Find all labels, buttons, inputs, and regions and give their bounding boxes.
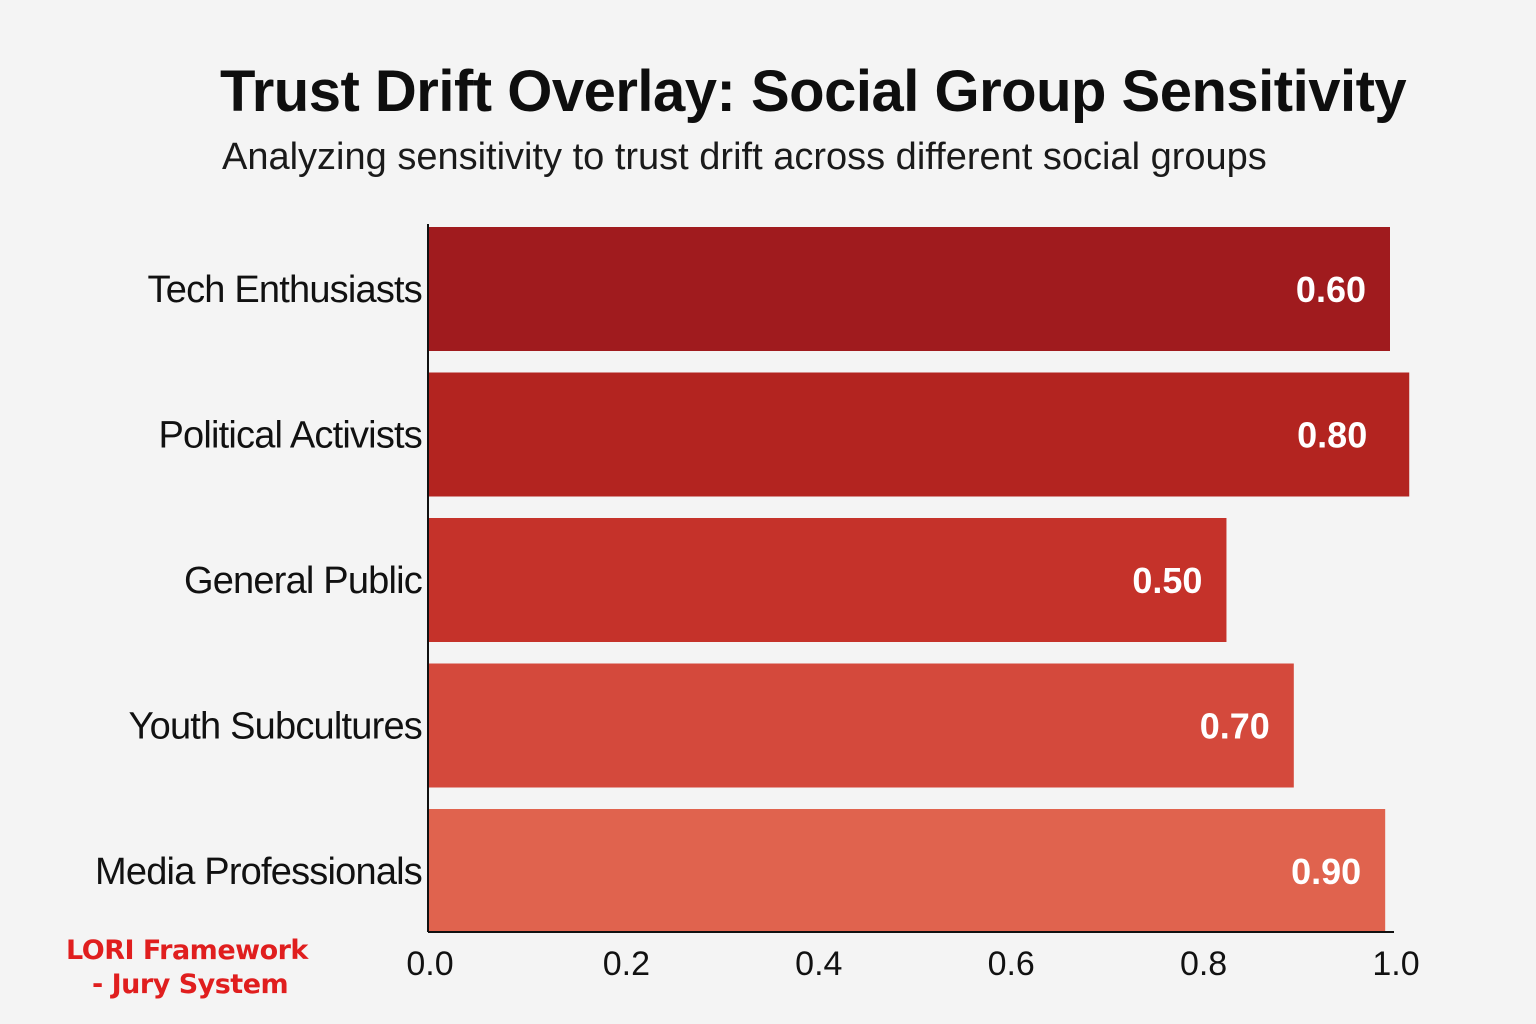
chart-subtitle: Analyzing sensitivity to trust drift acr… bbox=[222, 136, 1267, 178]
x-tick-label: 1.0 bbox=[1372, 945, 1419, 983]
x-tick-label: 0.4 bbox=[795, 945, 842, 983]
x-tick-label: 0.0 bbox=[406, 945, 453, 983]
value-label-general-public: 0.50 bbox=[1132, 560, 1202, 601]
footer-line-2: - Jury System bbox=[92, 969, 289, 1000]
footer-watermark: LORI Framework - Jury System bbox=[66, 934, 376, 1002]
category-labels: Tech Enthusiasts Political Activists Gener… bbox=[95, 269, 423, 893]
x-tick-label: 0.8 bbox=[1180, 945, 1227, 983]
value-label-political-activists: 0.80 bbox=[1297, 415, 1367, 456]
value-label-youth-subcultures: 0.70 bbox=[1200, 706, 1270, 747]
footer-line-1: LORI Framework bbox=[66, 935, 308, 966]
value-labels: 0.60 0.80 0.50 0.70 0.90 bbox=[1132, 269, 1367, 892]
category-label-tech-enthusiasts: Tech Enthusiasts bbox=[148, 269, 422, 311]
category-label-media-professionals: Media Professionals bbox=[95, 851, 422, 893]
bar-general-public bbox=[428, 518, 1227, 642]
bar-media-professionals bbox=[428, 809, 1386, 933]
bar-youth-subcultures bbox=[428, 663, 1294, 788]
bars-layer bbox=[428, 227, 1410, 933]
category-label-political-activists: Political Activists bbox=[158, 415, 422, 457]
category-label-general-public: General Public bbox=[184, 560, 422, 602]
x-tick-label: 0.6 bbox=[988, 945, 1035, 983]
bar-tech-enthusiasts bbox=[428, 227, 1390, 351]
bar-political-activists bbox=[428, 372, 1410, 497]
x-tick-label: 0.2 bbox=[603, 945, 650, 983]
category-label-youth-subcultures: Youth Subcultures bbox=[129, 706, 422, 748]
axes: 0.0 0.2 0.4 0.6 0.8 1.0 bbox=[406, 224, 1420, 983]
value-label-media-professionals: 0.90 bbox=[1291, 851, 1361, 892]
value-label-tech-enthusiasts: 0.60 bbox=[1296, 269, 1366, 310]
chart-title: Trust Drift Overlay: Social Group Sensit… bbox=[220, 59, 1407, 124]
